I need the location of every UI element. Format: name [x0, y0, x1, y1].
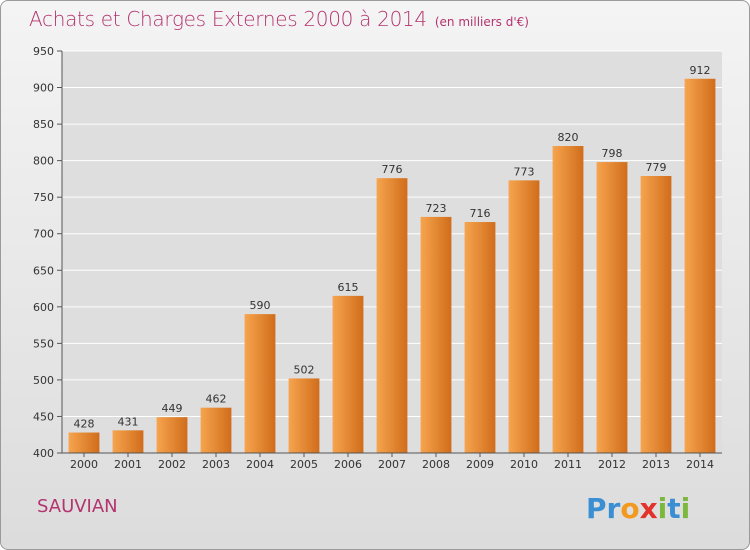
- commune-name: SAUVIAN: [37, 496, 118, 517]
- bar: [376, 178, 408, 454]
- data-label: 798: [602, 147, 623, 160]
- data-label: 773: [514, 165, 535, 178]
- data-label: 723: [426, 202, 447, 215]
- bar: [552, 146, 584, 453]
- x-tick-label: 2011: [554, 458, 582, 471]
- y-tick-label: 500: [33, 374, 54, 387]
- y-axis: 400 450 500 550 600 650 700 750 800 850 900 950: [33, 45, 63, 460]
- data-label: 462: [206, 393, 227, 406]
- bar-chart: 428 431 449 462 590 502 615 776 723 716 773 820 798 7…: [33, 45, 722, 471]
- y-tick-label: 650: [33, 264, 54, 277]
- data-label: 716: [470, 207, 491, 220]
- data-label: 590: [250, 299, 271, 312]
- bar: [684, 78, 716, 454]
- x-tick-label: 2004: [246, 458, 274, 471]
- y-tick-label: 750: [33, 191, 54, 204]
- data-label: 779: [646, 161, 667, 174]
- y-tick-label: 600: [33, 301, 54, 314]
- bar: [244, 314, 276, 453]
- chart-title: Achats et Charges Externes 2000 à 2014 (e…: [29, 7, 529, 31]
- y-tick-label: 450: [33, 410, 54, 423]
- bar: [420, 216, 452, 453]
- x-tick-label: 2012: [598, 458, 626, 471]
- x-tick-label: 2005: [290, 458, 318, 471]
- x-axis: 2000 2001 2002 2003 2004 2005 2006 2007 2008 2009…: [62, 452, 722, 471]
- bar: [156, 417, 188, 453]
- data-label: 449: [162, 402, 183, 415]
- x-tick-label: 2000: [70, 458, 98, 471]
- bar: [288, 378, 320, 453]
- y-tick-label: 800: [33, 155, 54, 168]
- y-tick-label: 700: [33, 228, 54, 241]
- chart-title-unit: (en milliers d'€): [434, 15, 529, 29]
- x-tick-label: 2001: [114, 458, 142, 471]
- y-tick-label: 400: [33, 447, 54, 460]
- data-label: 428: [74, 418, 95, 431]
- bar: [640, 175, 672, 453]
- data-label: 820: [558, 131, 579, 144]
- bar: [464, 222, 496, 453]
- chart-title-main: Achats et Charges Externes 2000 à 2014: [29, 7, 427, 31]
- proxiti-logo: Proxiti: [586, 492, 690, 525]
- x-tick-label: 2014: [686, 458, 714, 471]
- y-tick-label: 900: [33, 82, 54, 95]
- data-label: 502: [294, 363, 315, 376]
- bars: 428 431 449 462 590 502 615 776 723 716 773 820 798 7…: [68, 64, 716, 454]
- bar: [68, 432, 100, 453]
- x-tick-label: 2007: [378, 458, 406, 471]
- bar: [596, 162, 628, 453]
- y-tick-label: 850: [33, 118, 54, 131]
- y-tick-label: 950: [33, 45, 54, 58]
- x-tick-label: 2010: [510, 458, 538, 471]
- y-tick-label: 550: [33, 337, 54, 350]
- bar: [112, 430, 144, 453]
- bar: [200, 407, 232, 453]
- bar: [508, 180, 540, 453]
- svg-text:Proxiti: Proxiti: [586, 492, 690, 525]
- data-label: 431: [118, 415, 139, 428]
- x-tick-label: 2008: [422, 458, 450, 471]
- data-label: 615: [338, 281, 359, 294]
- x-tick-label: 2013: [642, 458, 670, 471]
- data-label: 776: [382, 163, 403, 176]
- x-tick-label: 2002: [158, 458, 186, 471]
- data-label: 912: [690, 64, 711, 77]
- bar: [332, 295, 364, 453]
- x-tick-label: 2003: [202, 458, 230, 471]
- x-tick-label: 2006: [334, 458, 362, 471]
- x-tick-label: 2009: [466, 458, 494, 471]
